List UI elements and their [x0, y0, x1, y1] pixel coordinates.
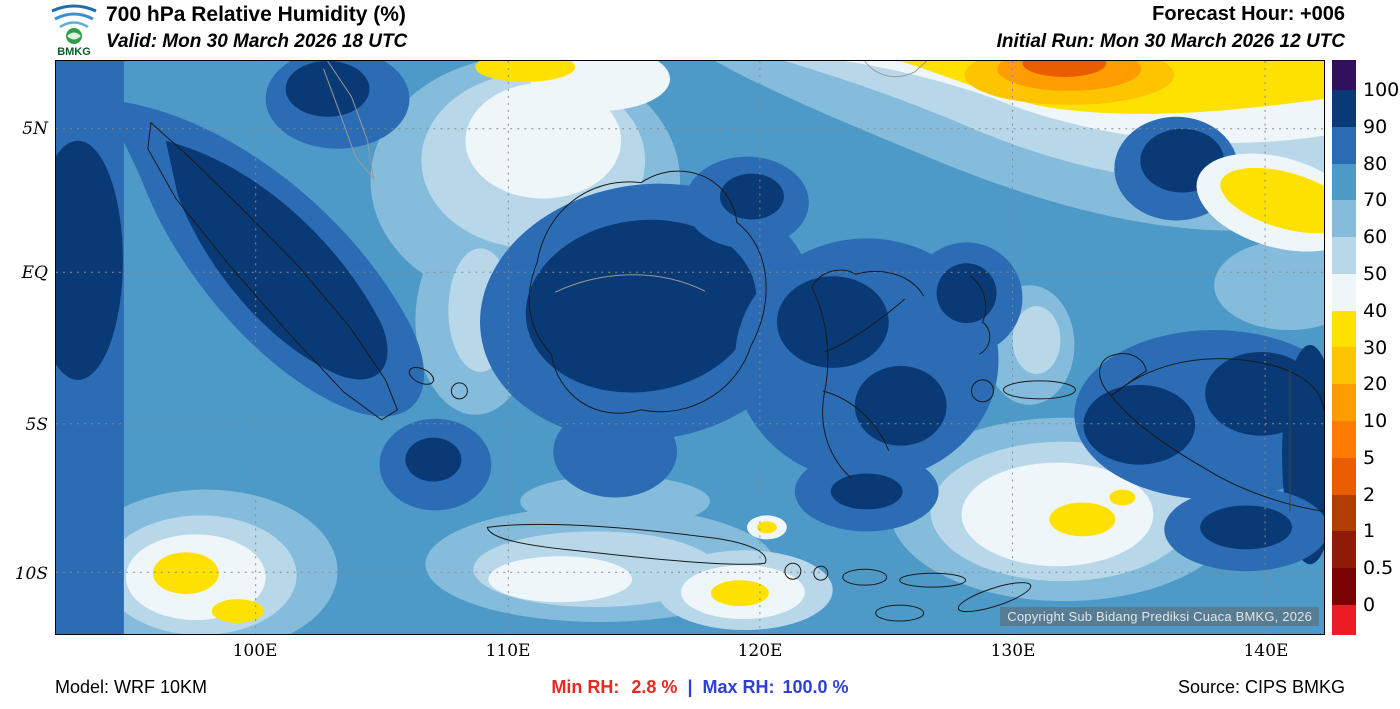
colorbar-segment — [1332, 494, 1356, 532]
valid-time-label: Valid: Mon 30 March 2026 18 UTC — [106, 31, 408, 52]
lon-tick-label: 110E — [485, 641, 531, 661]
colorbar-segment — [1332, 237, 1356, 274]
colorbar-segment — [1332, 604, 1356, 635]
logo-text: BMKG — [57, 46, 91, 58]
colorbar-tick-label: 0.5 — [1363, 557, 1394, 580]
lat-tick-label: EQ — [21, 263, 48, 283]
lon-tick-label: 120E — [737, 641, 783, 661]
lon-tick-label: 100E — [232, 641, 278, 661]
colorbar — [1332, 60, 1356, 635]
lon-tick-label: 140E — [1243, 641, 1289, 661]
bmkg-logo: BMKG — [51, 4, 97, 58]
minmax-separator: | — [687, 677, 693, 697]
wet-contour-regions — [56, 61, 1324, 634]
colorbar-tick-label: 5 — [1363, 446, 1376, 469]
min-rh-value: 2.8 % — [631, 677, 678, 697]
source-label: Source: CIPS BMKG — [1177, 677, 1345, 697]
page-title: 700 hPa Relative Humidity (%) — [106, 3, 406, 26]
right-edge-dry-patch — [1196, 153, 1324, 252]
colorbar-tick-label: 50 — [1363, 262, 1388, 285]
min-rh-label: Min RH: — [551, 677, 620, 697]
colorbar-segment — [1332, 60, 1356, 90]
minmax-line: Min RH: 2.8 % | Max RH: 100.0 % — [0, 677, 1400, 698]
lat-tick-label: 10S — [14, 564, 48, 584]
colorbar-segment — [1332, 163, 1356, 201]
initial-run-label: Initial Run: Mon 30 March 2026 12 UTC — [996, 31, 1345, 52]
model-label: Model: WRF 10KM — [55, 677, 208, 697]
colorbar-segment — [1332, 347, 1356, 385]
map-canvas: Copyright Sub Bidang Prediksi Cuaca BMKG… — [55, 60, 1325, 635]
max-rh-value: 100.0 % — [782, 677, 849, 697]
colorbar-ticks: 100 90 80 70 60 50 40 30 20 10 5 2 1 0.5 0 — [1363, 60, 1400, 660]
colorbar-tick-label: 40 — [1363, 299, 1388, 322]
logo-wave-icon — [51, 4, 97, 13]
colorbar-tick-label: 60 — [1363, 226, 1388, 249]
colorbar-tick-label: 2 — [1363, 483, 1376, 506]
lon-tick-label: 130E — [990, 641, 1036, 661]
lat-tick-label: 5S — [25, 415, 48, 435]
colorbar-segment — [1332, 200, 1356, 238]
rh-contour-map — [56, 61, 1324, 634]
logo-swirl-icon — [67, 32, 81, 40]
colorbar-tick-label: 80 — [1363, 152, 1388, 175]
forecast-hour-label: Forecast Hour: +006 — [1152, 3, 1345, 25]
colorbar-segment — [1332, 531, 1356, 569]
lat-labels: 5N EQ 5S 10S — [6, 0, 48, 709]
colorbar-segment — [1332, 273, 1356, 311]
colorbar-tick-label: 30 — [1363, 336, 1388, 359]
lon-labels: 100E 110E 120E 130E 140E — [0, 641, 1400, 665]
colorbar-tick-label: 1 — [1363, 520, 1376, 543]
colorbar-tick-label: 100 — [1363, 79, 1400, 101]
logo-wave-icon — [54, 12, 94, 21]
coastlines — [147, 121, 1324, 622]
colorbar-tick-label: 70 — [1363, 189, 1388, 212]
colorbar-tick-label: 90 — [1363, 115, 1388, 138]
colorbar-tick-label: 10 — [1363, 410, 1388, 433]
colorbar-tick-label: 0 — [1363, 594, 1376, 616]
colorbar-segment — [1332, 310, 1356, 348]
country-borders — [323, 61, 1291, 512]
lat-tick-label: 5N — [22, 119, 48, 139]
colorbar-segment — [1332, 90, 1356, 127]
colorbar-segment — [1332, 568, 1356, 605]
colorbar-segment — [1332, 384, 1356, 422]
gridlines — [56, 61, 1324, 634]
colorbar-segment — [1332, 421, 1356, 458]
max-rh-label: Max RH: — [702, 677, 775, 697]
colorbar-segment — [1332, 126, 1356, 164]
logo-wave-icon — [59, 21, 89, 29]
copyright-watermark: Copyright Sub Bidang Prediksi Cuaca BMKG… — [1000, 607, 1319, 626]
colorbar-segment — [1332, 457, 1356, 495]
colorbar-tick-label: 20 — [1363, 373, 1388, 396]
